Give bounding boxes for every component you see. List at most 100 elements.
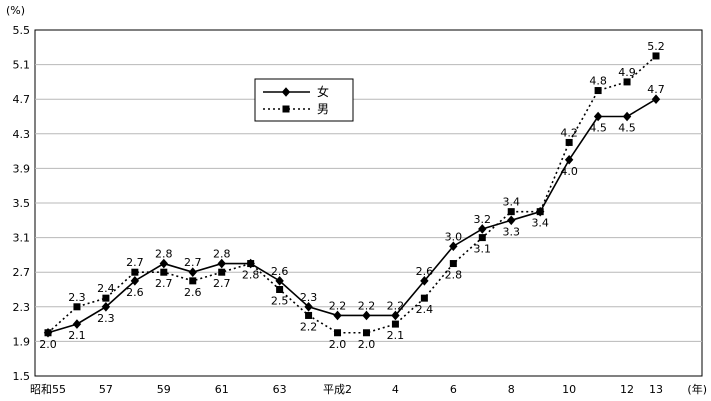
data-label: 2.3 — [97, 312, 115, 325]
data-labels: 2.0 2.1 2.3 2.3 2.4 2.6 2.7 2.8 2.7 2.7 2.6 2.8 2.7 2… — [39, 40, 665, 351]
y-tick-label: 4.7 — [13, 93, 31, 106]
diamond-marker — [188, 267, 197, 277]
square-marker — [449, 260, 457, 268]
data-label: 2.2 — [300, 320, 318, 333]
diamond-marker — [72, 319, 82, 329]
y-axis-unit-label: (%) — [6, 4, 25, 17]
diamond-marker — [333, 310, 342, 321]
data-label: 2.7 — [184, 256, 202, 269]
data-label: 2.8 — [155, 248, 173, 261]
square-marker — [305, 311, 313, 319]
data-label: 3.3 — [502, 225, 520, 238]
data-label: 3.2 — [474, 213, 492, 226]
square-marker — [594, 87, 602, 95]
data-label: 5.2 — [647, 40, 665, 53]
data-label: 4.7 — [647, 83, 665, 96]
diamond-marker — [391, 310, 400, 321]
diamond-marker — [217, 258, 226, 269]
diamond-marker — [507, 215, 516, 226]
series-female-markers — [43, 94, 661, 338]
data-label: 2.2 — [358, 299, 376, 312]
diamond-marker — [449, 241, 458, 252]
series-male-line — [47, 55, 657, 334]
data-label: 2.7 — [155, 277, 173, 290]
square-marker — [507, 208, 515, 216]
square-marker — [362, 329, 370, 337]
square-marker — [652, 52, 660, 60]
diamond-marker — [593, 111, 603, 122]
diamond-marker — [622, 111, 632, 122]
square-marker — [334, 329, 342, 337]
data-label: 2.0 — [39, 338, 57, 351]
legend-box — [254, 78, 354, 122]
y-axis: 1.5 1.9 2.3 2.7 3.1 3.5 3.9 4.3 4.7 5.1 5.5 — [13, 24, 31, 383]
data-label: 2.6 — [126, 286, 144, 299]
data-label: 2.6 — [271, 265, 289, 278]
square-marker — [420, 294, 428, 302]
square-marker — [282, 105, 290, 113]
diamond-marker — [246, 258, 255, 269]
data-label: 4.8 — [589, 75, 607, 88]
data-label: 2.6 — [184, 286, 202, 299]
data-label: 4.5 — [618, 122, 636, 135]
data-label: 2.3 — [300, 291, 318, 304]
y-tick-label: 5.5 — [13, 24, 31, 37]
x-tick-label: 6 — [450, 383, 457, 396]
square-marker — [160, 268, 168, 276]
diamond-marker — [281, 87, 291, 97]
legend-label-female: 女 — [317, 84, 329, 99]
legend-label-male: 男 — [317, 102, 329, 116]
data-label: 2.2 — [329, 299, 347, 312]
data-label: 2.8 — [213, 248, 231, 261]
series-female-line — [47, 98, 657, 334]
data-label: 2.7 — [126, 256, 144, 269]
diamond-marker — [101, 302, 111, 312]
diamond-marker — [43, 327, 53, 338]
square-marker — [218, 268, 226, 276]
diamond-marker — [275, 276, 284, 286]
square-marker — [73, 303, 81, 311]
x-tick-label: 平成2 — [323, 383, 352, 396]
diamond-marker — [362, 310, 371, 321]
data-label: 4.5 — [589, 122, 607, 135]
data-label: 2.4 — [97, 282, 115, 295]
square-marker — [391, 320, 399, 328]
x-tick-label: 4 — [392, 383, 399, 396]
x-tick-label: 10 — [562, 383, 576, 396]
diamond-marker — [564, 154, 574, 165]
data-label: 4.0 — [560, 165, 578, 178]
x-axis: 昭和55 57 59 61 63 平成2 4 6 8 10 12 13 (年) — [30, 382, 707, 396]
square-marker — [565, 138, 573, 146]
y-tick-label: 2.7 — [13, 266, 31, 279]
square-marker — [131, 268, 139, 276]
legend: 女男 — [254, 78, 354, 122]
data-label: 3.1 — [474, 243, 492, 256]
y-tick-label: 5.1 — [13, 59, 31, 72]
data-label: 2.3 — [68, 291, 86, 304]
square-marker — [102, 294, 110, 302]
square-marker — [478, 234, 486, 242]
y-tick-label: 3.5 — [13, 197, 31, 210]
data-label: 3.0 — [445, 230, 463, 243]
data-label: 4.2 — [560, 126, 578, 139]
y-tick-label: 4.3 — [13, 128, 31, 141]
diamond-marker — [420, 276, 429, 286]
gridlines — [35, 64, 702, 342]
x-tick-label: 13 — [649, 383, 663, 396]
y-tick-label: 1.9 — [13, 335, 31, 348]
y-tick-label: 3.1 — [13, 232, 31, 245]
x-tick-label: 57 — [99, 383, 113, 396]
x-tick-label: 63 — [273, 383, 287, 396]
diamond-marker — [478, 224, 487, 234]
x-tick-label: 61 — [215, 383, 229, 396]
square-marker — [276, 286, 284, 293]
diamond-marker — [651, 94, 661, 104]
data-label: 2.6 — [416, 265, 434, 278]
y-tick-label: 3.9 — [13, 162, 31, 175]
data-label: 2.5 — [271, 295, 289, 308]
data-label: 2.2 — [387, 299, 405, 312]
x-tick-label: 59 — [157, 383, 171, 396]
data-label: 2.0 — [358, 338, 376, 351]
